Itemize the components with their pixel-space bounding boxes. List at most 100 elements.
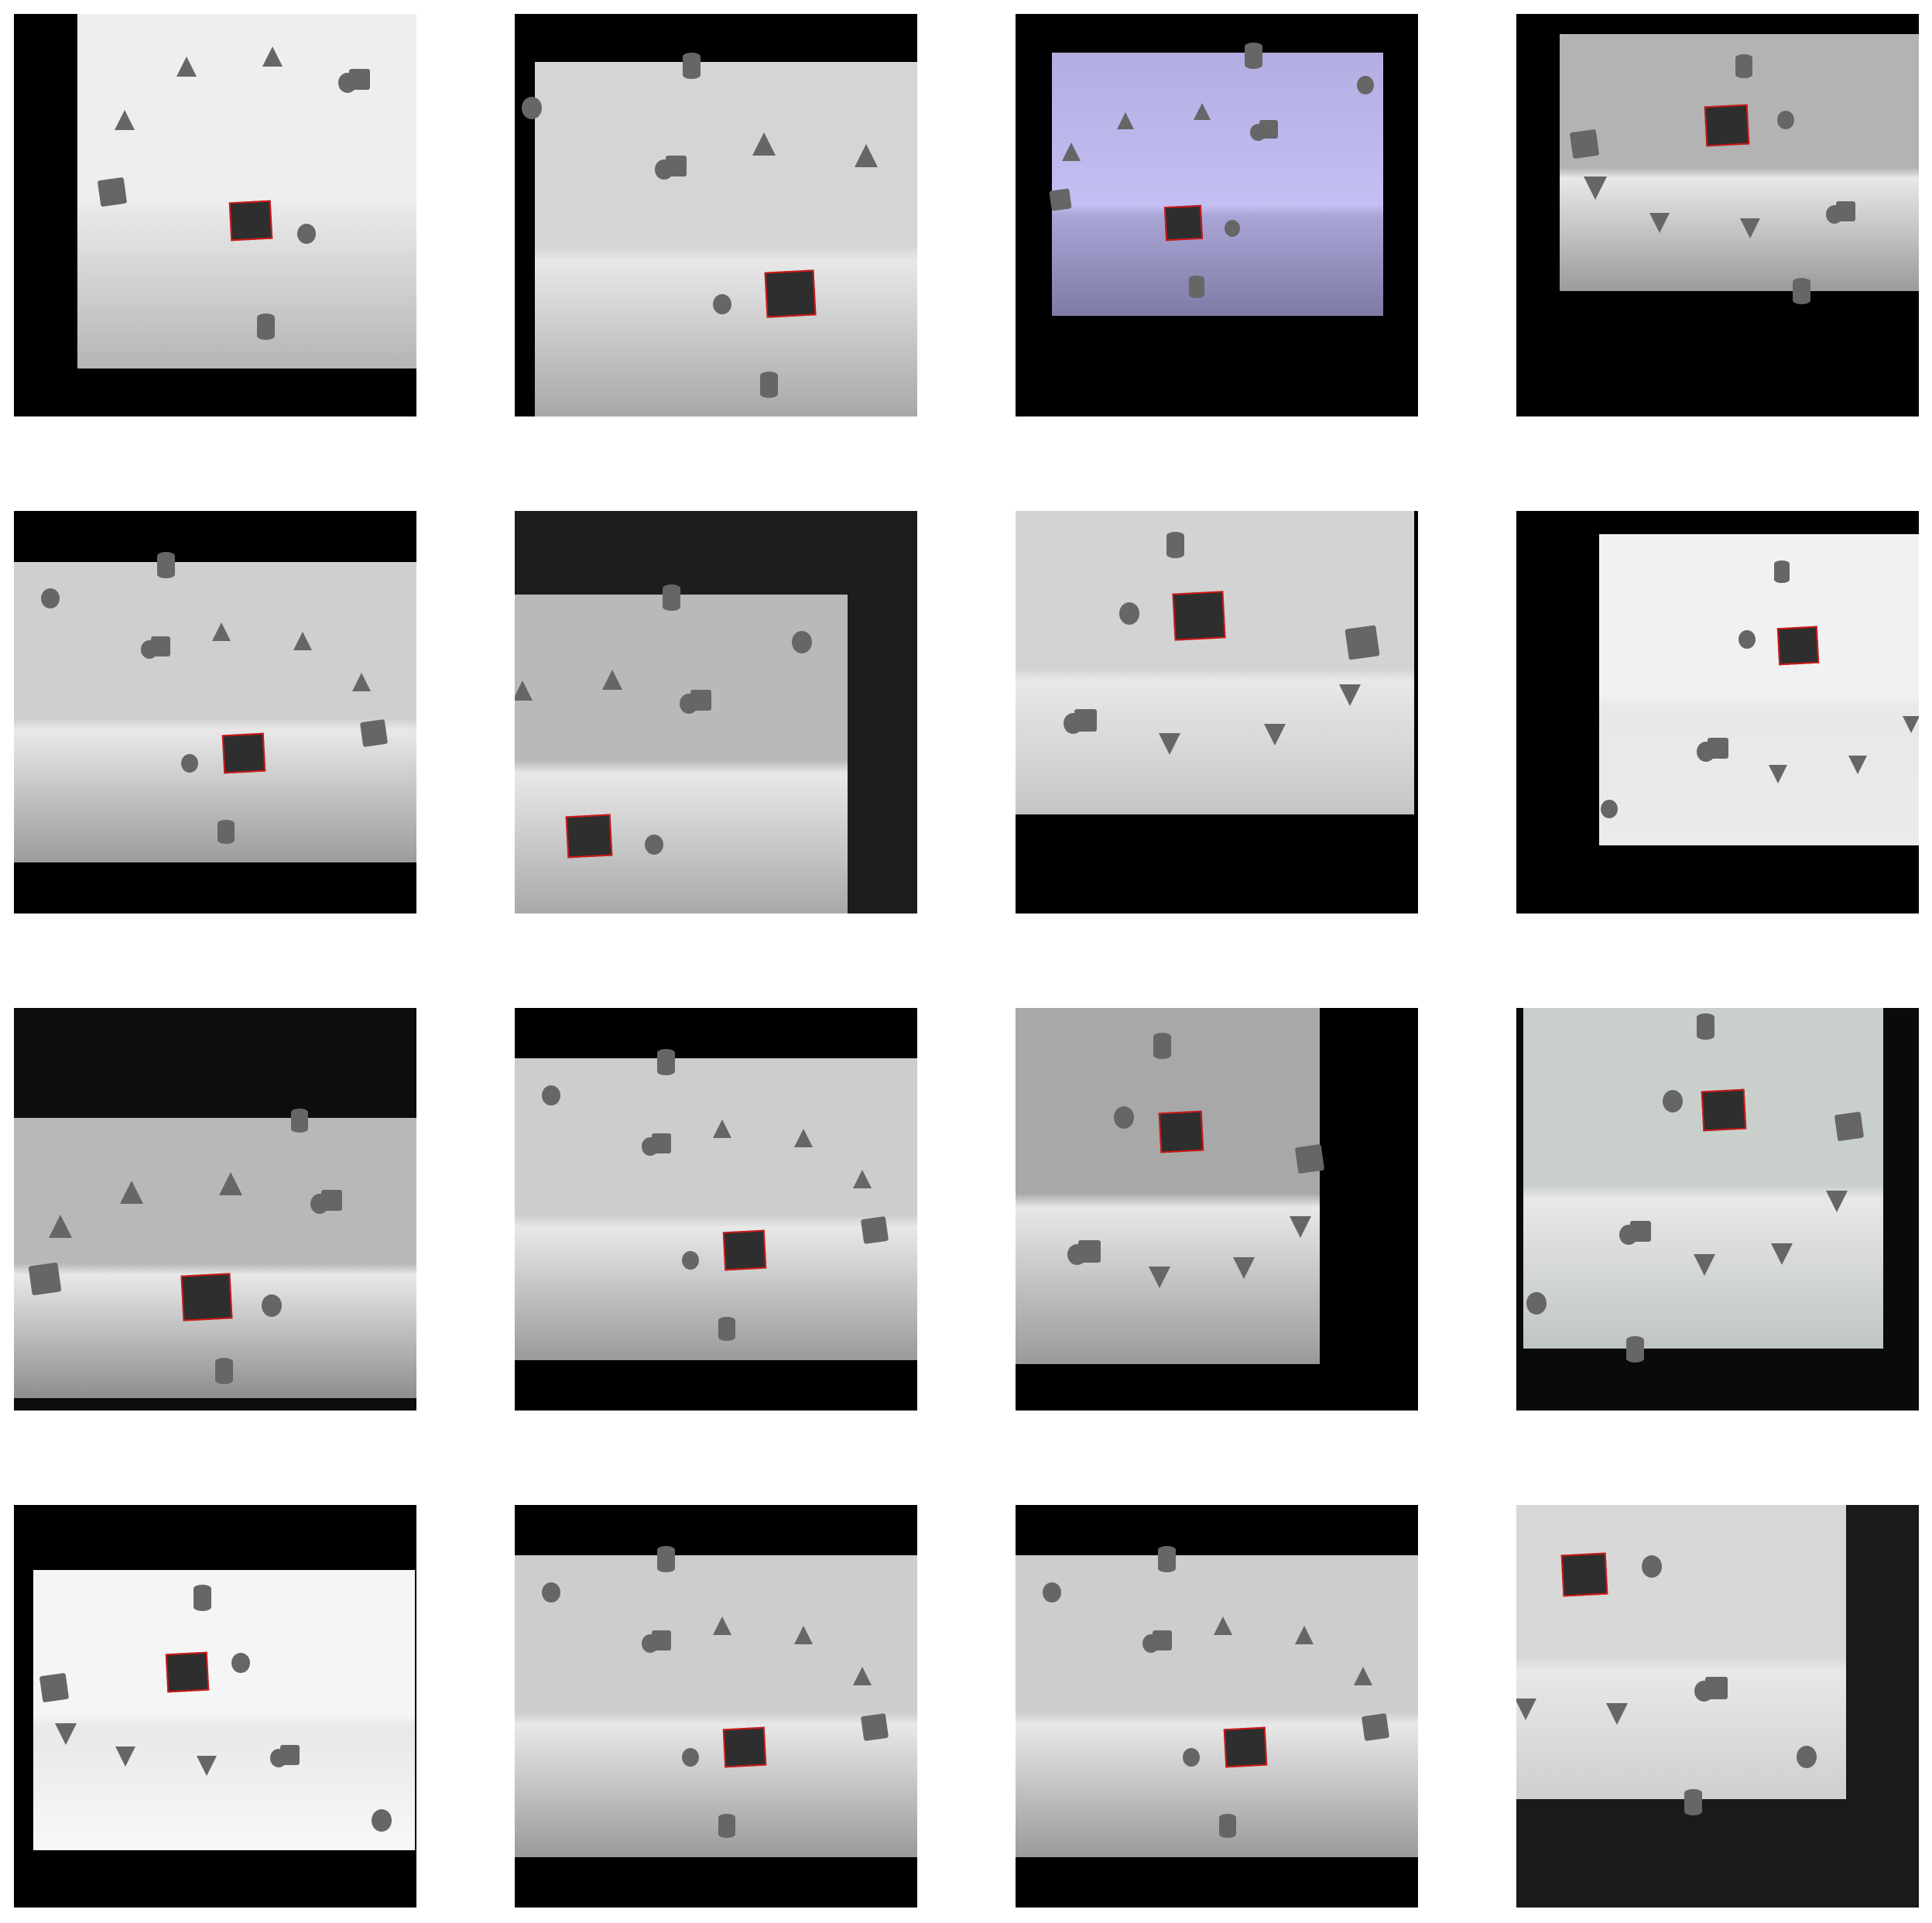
target-cube-highlighted [180,1273,233,1321]
cylinder-object [760,372,779,398]
inverted-cone-object [1264,724,1286,746]
cube-sphere-pair-object [310,1190,344,1216]
cylinder-object [718,1317,735,1342]
cylinder-object [657,1049,676,1075]
pair-cube-part [150,636,171,656]
pair-cube-part [348,69,370,91]
sphere-object [542,1085,560,1106]
sphere-object [1225,220,1240,237]
cone-object [1354,1667,1372,1685]
inverted-cone-object [1771,1243,1793,1265]
cone-object [515,680,533,701]
image-panel-3 [1016,14,1418,416]
cone-object [713,1119,731,1138]
pair-cube-part [651,1630,672,1650]
cone-object [293,632,312,650]
cube-sphere-pair-object [1067,1240,1104,1268]
cylinder-object [1189,276,1204,298]
cube-sphere-pair-object [680,690,714,716]
image-panel-6 [515,511,917,914]
cone-object [1214,1616,1232,1635]
cone-object [120,1181,143,1204]
cube-object [39,1672,70,1703]
inverted-cone-object [1694,1254,1715,1276]
target-cube-highlighted [228,200,273,242]
cube-sphere-pair-object [1064,709,1100,737]
pair-cube-part [690,690,711,711]
sphere-object [645,835,663,855]
cone-object [219,1172,242,1195]
image-panel-13 [14,1505,416,1908]
cylinder-object [218,820,235,845]
cone-object [262,46,283,67]
cube-object [1361,1712,1390,1742]
sphere-object [522,97,542,119]
image-panel-15 [1016,1505,1418,1908]
target-cube-highlighted [1223,1726,1268,1768]
cylinder-object [215,1358,234,1384]
sphere-object [1119,602,1139,625]
scene-background [515,1555,917,1857]
cone-object [1117,112,1134,129]
target-cube-highlighted [165,1651,210,1693]
scene-background [1016,1008,1320,1364]
cube-sphere-pair-object [141,636,173,661]
cube-object [97,177,128,207]
sphere-object [1738,630,1756,650]
sphere-object [1114,1106,1134,1129]
sphere-object [1663,1090,1683,1112]
cylinder-object [1219,1814,1236,1839]
inverted-cone-object [1233,1257,1255,1279]
image-panel-7 [1016,511,1418,914]
cube-sphere-pair-object [1697,738,1731,764]
inverted-cone-object [55,1723,77,1745]
cone-object [602,670,622,690]
sphere-object [297,224,316,245]
cylinder-object [1684,1789,1703,1815]
sphere-object [1043,1582,1061,1603]
cube-sphere-pair-object [655,156,689,182]
sphere-object [1777,111,1794,130]
inverted-cone-object [1649,213,1670,233]
cube-sphere-pair-object [1142,1630,1175,1655]
image-panel-9 [14,1008,416,1411]
sphere-object [262,1294,282,1317]
cylinder-object [1166,532,1185,558]
sphere-object [682,1748,699,1767]
cube-sphere-pair-object [642,1630,674,1655]
cylinder-object [1626,1336,1645,1363]
inverted-cone-object [1339,684,1361,706]
inverted-cone-object [1516,1698,1536,1720]
sphere-object [1642,1555,1662,1578]
cone-object [352,673,371,691]
cube-sphere-pair-object [270,1745,303,1770]
scene-background [14,1118,416,1398]
pair-cube-part [279,1745,300,1765]
sphere-object [41,588,60,609]
image-panel-1 [14,14,416,416]
scene-background [535,62,917,416]
sphere-object [1797,1746,1817,1768]
image-panel-4 [1516,14,1919,416]
scene-background [1016,511,1414,814]
inverted-cone-object [1769,765,1787,783]
cube-sphere-pair-object [1826,201,1858,226]
cylinder-object [1735,54,1752,79]
sphere-object [713,294,731,315]
pair-cube-part [1629,1221,1651,1243]
cube-object [1049,188,1072,211]
pair-cube-part [1259,120,1278,139]
cylinder-object [1774,560,1790,583]
inverted-cone-object [1848,756,1867,774]
cube-object [28,1262,62,1296]
pair-cube-part [1707,738,1728,759]
target-cube-highlighted [565,814,613,859]
pair-cube-part [1152,1630,1173,1650]
scene-background [33,1570,415,1850]
image-panel-5 [14,511,416,914]
scene-background [14,562,416,862]
image-panel-14 [515,1505,917,1908]
cylinder-object [718,1814,735,1839]
cone-object [853,1170,872,1188]
